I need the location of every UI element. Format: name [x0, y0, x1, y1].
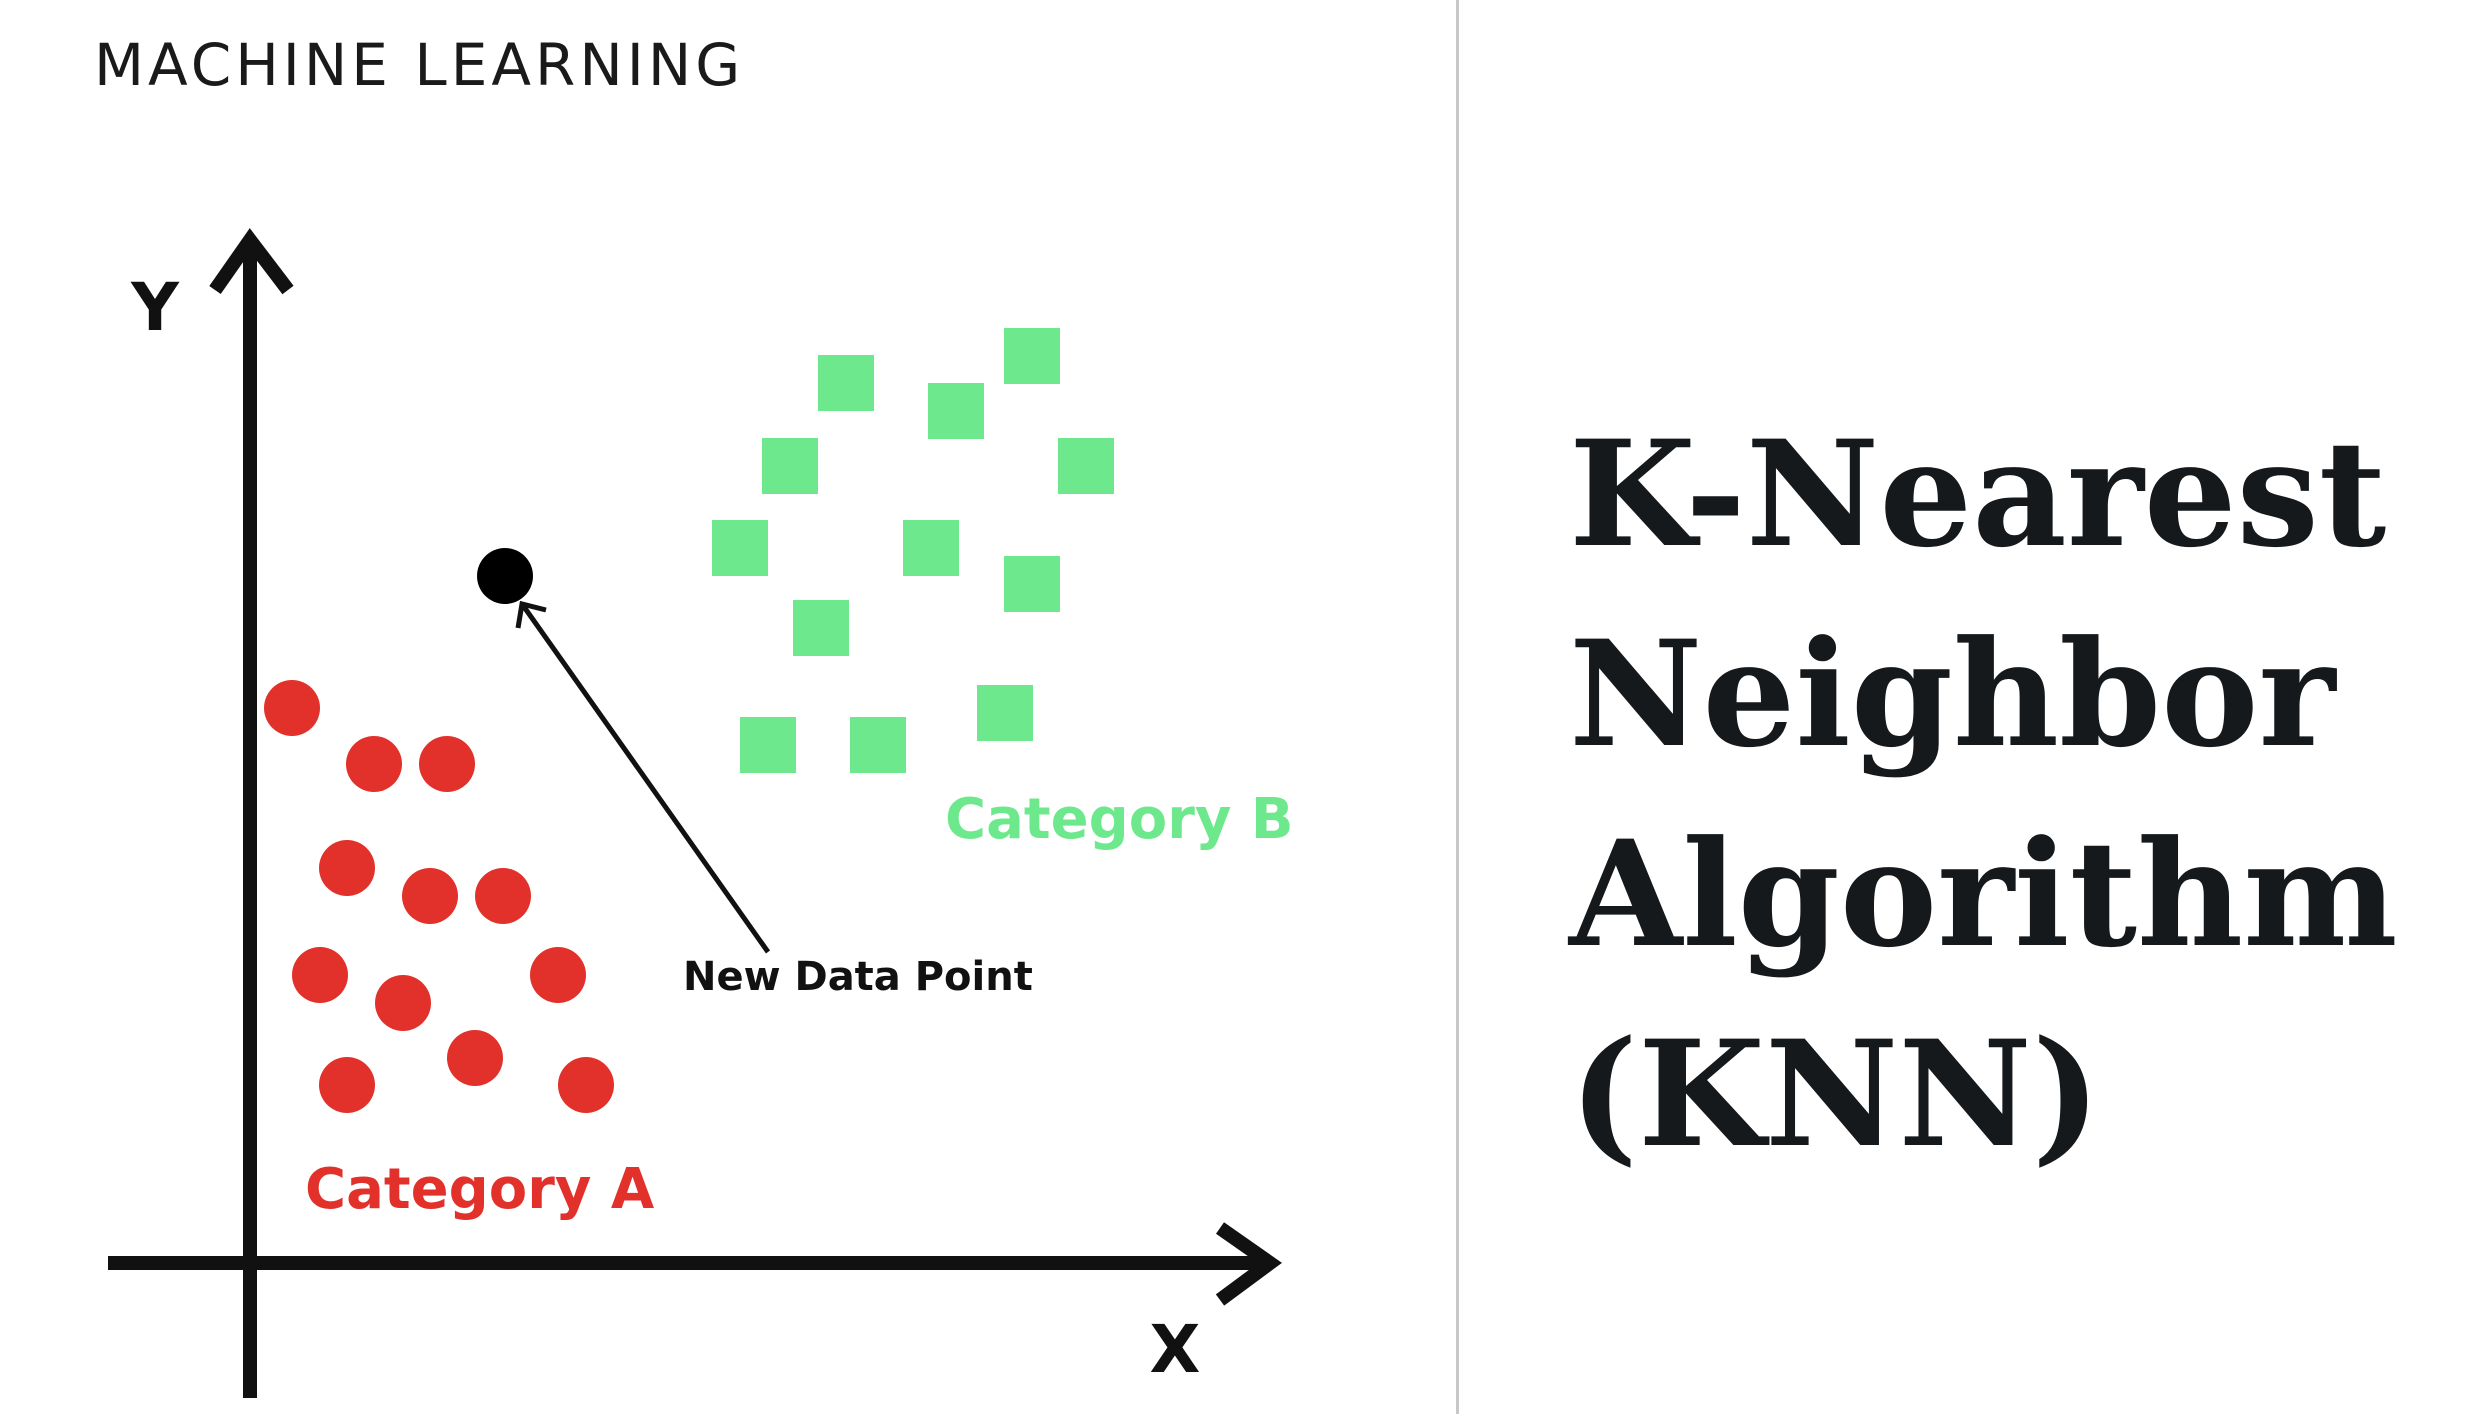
new-data-point — [477, 548, 533, 604]
category-a-points — [264, 680, 614, 1113]
diagram-panel: MACHINE LEARNING Y X — [94, 31, 1294, 1398]
title-line-1: K-Nearest — [1569, 409, 2387, 580]
category-b-point — [928, 383, 984, 439]
panel-divider — [1456, 0, 1459, 1414]
category-a-point — [447, 1030, 503, 1086]
category-a-point — [558, 1057, 614, 1113]
category-b-point — [903, 520, 959, 576]
category-b-point — [1004, 556, 1060, 612]
category-b-label: Category B — [945, 787, 1294, 852]
category-b-point — [793, 600, 849, 656]
category-a-point — [319, 840, 375, 896]
category-a-point — [402, 868, 458, 924]
category-b-points — [712, 328, 1114, 773]
pointer-arrowhead — [515, 600, 547, 629]
title-line-4: (KNN) — [1569, 1009, 2101, 1180]
title-line-2: Neighbor — [1569, 609, 2336, 780]
category-a-point — [419, 736, 475, 792]
category-b-point — [712, 520, 768, 576]
pointer-line — [519, 602, 771, 954]
knn-diagram: Y X — [108, 228, 1294, 1398]
y-axis-arrowhead — [209, 228, 294, 295]
category-b-point — [850, 717, 906, 773]
category-a-point — [264, 680, 320, 736]
category-b-point — [740, 717, 796, 773]
category-b-point — [762, 438, 818, 494]
category-a-point — [292, 947, 348, 1003]
category-b-point — [818, 355, 874, 411]
category-a-point — [475, 868, 531, 924]
category-b-point — [1058, 438, 1114, 494]
x-axis-label: X — [1150, 1311, 1201, 1388]
title-line-3: Algorithm — [1569, 809, 2398, 980]
x-axis-arrowhead — [1215, 1222, 1282, 1306]
category-a-label: Category A — [305, 1157, 655, 1222]
new-data-point-label: New Data Point — [683, 954, 1033, 1000]
page-title: K-Nearest Neighbor Algorithm (KNN) — [1569, 395, 2469, 1195]
category-a-point — [530, 947, 586, 1003]
title-panel: K-Nearest Neighbor Algorithm (KNN) — [1459, 0, 2486, 1414]
y-axis-label: Y — [130, 269, 180, 346]
section-label: MACHINE LEARNING — [94, 31, 745, 99]
category-a-point — [319, 1057, 375, 1113]
category-b-point — [977, 685, 1033, 741]
category-a-point — [346, 736, 402, 792]
category-b-point — [1004, 328, 1060, 384]
category-a-point — [375, 975, 431, 1031]
